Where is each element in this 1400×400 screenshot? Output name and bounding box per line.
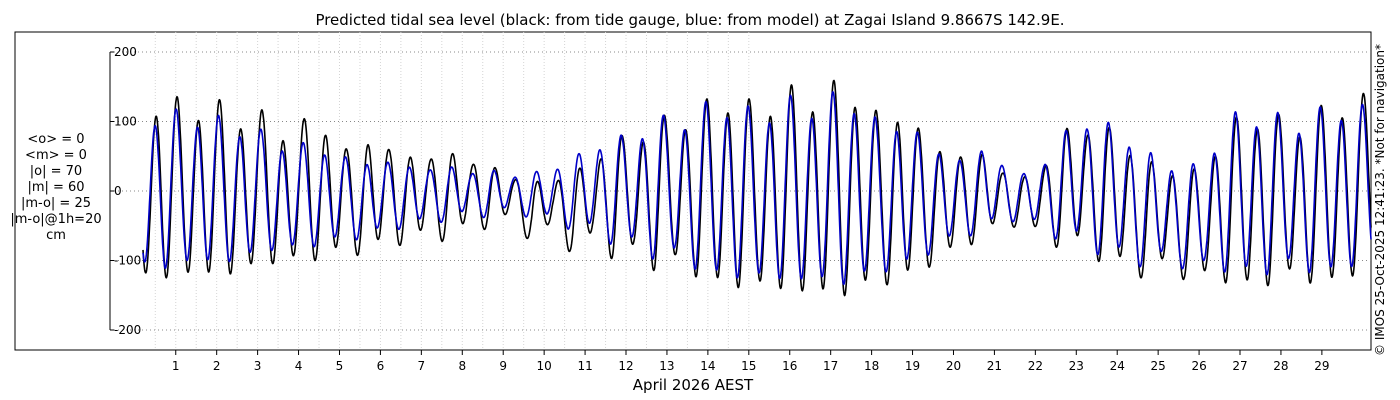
grid-layer [110,32,1371,350]
x-tick-label: 3 [254,359,262,373]
x-tick-label: 4 [295,359,303,373]
y-tick-label: 0 [114,184,122,198]
x-tick-label: 15 [741,359,756,373]
y-tick-label: -100 [114,254,141,268]
x-tick-label: 20 [946,359,961,373]
series-line-model [142,91,1372,286]
x-tick-label: 14 [700,359,715,373]
stat-abs-diff-1h: |m-o|@1h=20 [10,212,102,227]
x-tick-label: 12 [618,359,633,373]
x-tick-label: 1 [172,359,180,373]
x-tick-label: 7 [418,359,426,373]
x-tick-label: 27 [1232,359,1247,373]
stat-mean-model: <m> = 0 [25,148,87,163]
x-axis-label: April 2026 AEST [633,376,754,394]
x-tick-label: 16 [782,359,797,373]
y-tick-label: 100 [114,115,137,129]
stat-abs-diff: |m-o| = 25 [20,196,91,211]
stat-mean-observed: <o> = 0 [27,132,85,147]
x-tick-label: 19 [905,359,920,373]
series-layer [142,79,1372,297]
x-tick-label: 10 [537,359,552,373]
x-tick-label: 24 [1110,359,1125,373]
x-tick-label: 22 [1028,359,1043,373]
x-tick-label: 13 [659,359,674,373]
x-tick-label: 2 [213,359,221,373]
x-tick-label: 6 [377,359,385,373]
x-tick-label: 9 [499,359,507,373]
x-tick-label: 11 [577,359,592,373]
chart-title: Predicted tidal sea level (black: from t… [315,11,1064,29]
x-tick-label: 18 [864,359,879,373]
y-tick-label: -200 [114,323,141,337]
stat-abs-observed: |o| = 70 [29,164,83,179]
x-tick-label: 26 [1191,359,1206,373]
stat-abs-model: |m| = 60 [27,180,85,195]
stats-panel: <o> = 0 <m> = 0 |o| = 70 |m| = 60 |m-o| … [0,132,112,244]
x-tick-label: 28 [1273,359,1288,373]
x-tick-label: 29 [1314,359,1329,373]
x-tick-label: 17 [823,359,838,373]
copyright-note: © IMOS 25-Oct-2025 12:41:23. *Not for na… [1373,44,1387,356]
x-tick-label: 8 [458,359,466,373]
x-tick-label: 21 [987,359,1002,373]
x-tick-label: 5 [336,359,344,373]
x-tick-label: 25 [1151,359,1166,373]
stat-unit: cm [46,228,66,243]
y-tick-label: 200 [114,45,137,59]
x-tick-label: 23 [1069,359,1084,373]
